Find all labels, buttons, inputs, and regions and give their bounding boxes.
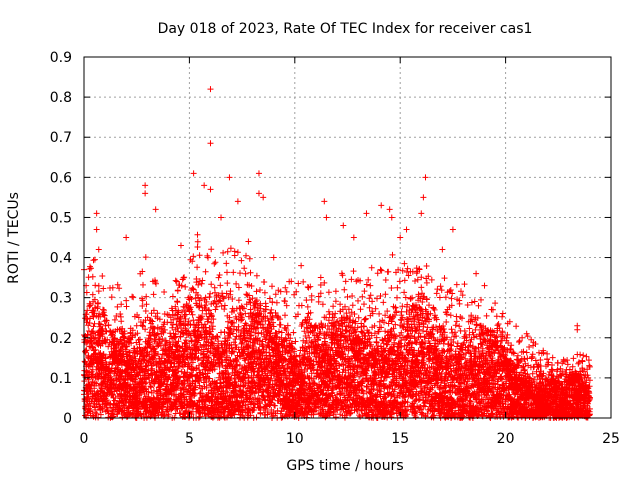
y-tick-label: 0.3 <box>50 291 72 307</box>
outlier-point <box>142 182 149 189</box>
outlier-point <box>95 246 102 253</box>
axis-ticks <box>83 56 612 419</box>
outlier-point <box>420 194 427 201</box>
outlier-point <box>245 238 252 245</box>
x-tick-label: 0 <box>80 431 89 447</box>
outlier-point <box>260 194 267 201</box>
outlier-point <box>439 246 446 253</box>
outlier-point <box>207 140 214 147</box>
outlier-point <box>255 190 262 197</box>
y-tick-label: 0 <box>63 411 72 427</box>
outlier-point <box>386 206 393 213</box>
outlier-point <box>207 86 214 93</box>
y-axis-label: ROTI / TECUs <box>6 192 22 284</box>
outlier-point <box>93 210 100 217</box>
outlier-point <box>397 234 404 241</box>
y-tick-label: 0.1 <box>50 371 72 387</box>
roti-point-cloud <box>81 231 593 421</box>
outlier-point <box>422 174 429 181</box>
outlier-point <box>152 206 159 213</box>
outlier-point <box>378 202 385 209</box>
x-tick-label: 20 <box>497 431 515 447</box>
outlier-point <box>298 262 305 269</box>
outlier-point <box>226 174 233 181</box>
outlier-point <box>473 270 480 277</box>
outlier-point <box>388 214 395 221</box>
outlier-point <box>323 214 330 221</box>
y-tick-label: 0.9 <box>50 50 72 66</box>
outlier-point <box>574 326 581 333</box>
outlier-point <box>340 222 347 229</box>
data-points <box>81 86 593 421</box>
outlier-point <box>123 234 130 241</box>
x-tick-label: 15 <box>391 431 409 447</box>
outlier-point <box>255 170 262 177</box>
outlier-point <box>177 242 184 249</box>
y-tick-label: 0.5 <box>50 210 72 226</box>
outlier-point <box>142 190 149 197</box>
x-axis-label: GPS time / hours <box>286 458 403 474</box>
outlier-point <box>93 226 100 233</box>
tick-labels: 0 5 10 15 20 25 0 0.1 0.2 0.3 0.4 0.5 0.6 0.7 0.8 0.9 <box>50 50 620 447</box>
outlier-point <box>523 330 530 337</box>
outlier-point <box>489 306 496 313</box>
x-tick-label: 10 <box>286 431 304 447</box>
chart-title: Day 018 of 2023, Rate Of TEC Index for r… <box>158 21 533 37</box>
outlier-point <box>270 254 277 261</box>
outlier-point <box>201 182 208 189</box>
outlier-point <box>449 226 456 233</box>
outlier-point <box>190 170 197 177</box>
outlier-point <box>403 226 410 233</box>
outlier-point <box>321 198 328 205</box>
outlier-point <box>506 318 513 325</box>
x-tick-label: 5 <box>185 431 194 447</box>
x-tick-label: 25 <box>602 431 620 447</box>
outlier-point <box>207 186 214 193</box>
y-tick-label: 0.7 <box>50 130 72 146</box>
outlier-point <box>234 198 241 205</box>
outlier-point <box>350 234 357 241</box>
y-tick-label: 0.4 <box>50 251 72 267</box>
outlier-point <box>418 210 425 217</box>
y-tick-label: 0.6 <box>50 170 72 186</box>
plot-frame <box>83 56 612 419</box>
outlier-point <box>363 210 370 217</box>
y-tick-label: 0.8 <box>50 90 72 106</box>
outlier-point <box>218 214 225 221</box>
outlier-point <box>481 282 488 289</box>
y-tick-label: 0.2 <box>50 331 72 347</box>
